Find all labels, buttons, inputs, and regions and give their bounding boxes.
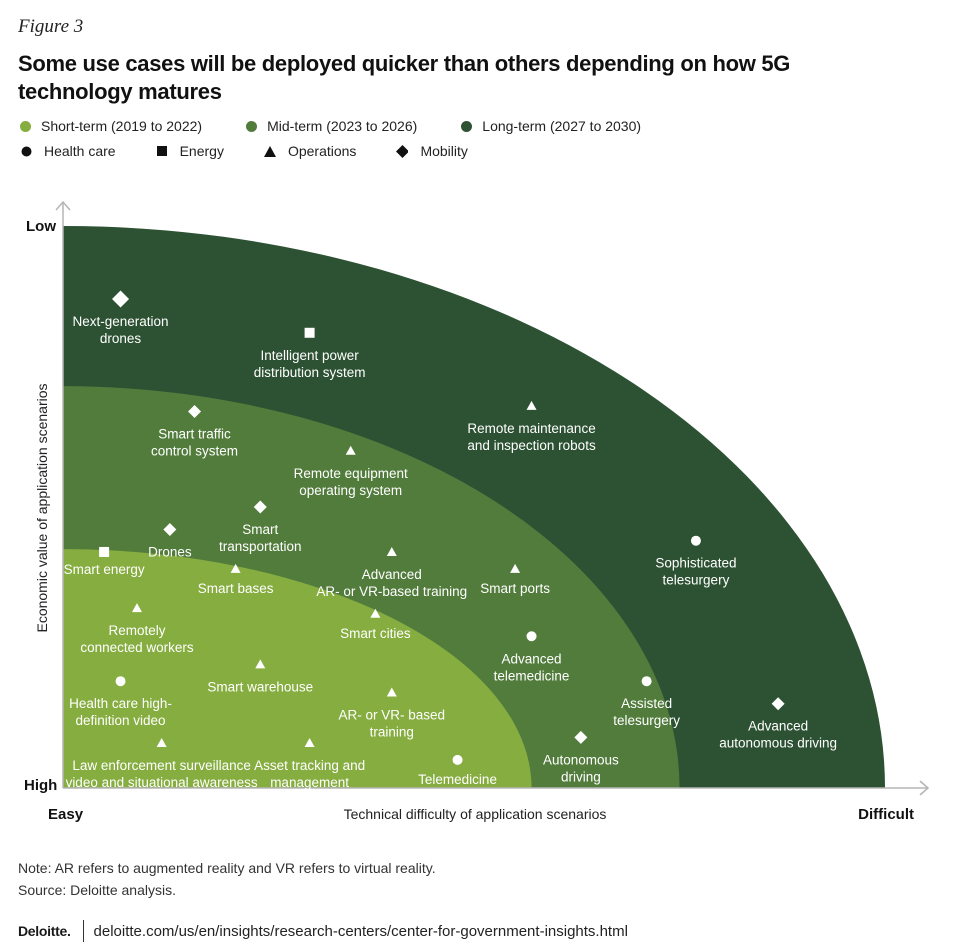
marker-next-generation-drones [112, 290, 130, 308]
point-label-telemedicine: Telemedicine [418, 772, 497, 787]
marker-smart-ports [510, 563, 521, 573]
point-label-remote-maintenance-and-inspection-robots: Remote maintenance and inspection robots [467, 421, 596, 453]
marker-intelligent-power-distribution-system [304, 327, 315, 338]
footer: Deloitte. deloitte.com/us/en/insights/re… [18, 920, 628, 942]
legend-health-care-label: Health care [44, 143, 116, 159]
marker-advanced-telemedicine [526, 631, 537, 642]
marker-asset-tracking-and-management [304, 738, 315, 748]
point-label-smart-bases: Smart bases [198, 581, 274, 596]
square-icon [156, 146, 168, 156]
marker-drones [163, 522, 177, 536]
zone-short-term [63, 549, 532, 788]
triangle-icon [263, 145, 276, 157]
chart-title: Some use cases will be deployed quicker … [18, 51, 791, 104]
marker-smart-bases [230, 563, 241, 573]
short-term-swatch [20, 120, 31, 132]
marker-law-enforcement-surveillance-video-and-situational-awareness [156, 738, 167, 748]
marker-sophisticated-telesurgery [690, 535, 701, 546]
chart-canvas: Low High Easy Difficult Technical difficulty… [24, 200, 930, 823]
y-tick-label-high: High [24, 777, 57, 794]
x-tick-label-difficult: Difficult [858, 806, 914, 823]
legend-health-care: Health care [20, 143, 116, 159]
marker-remotely-connected-workers [131, 603, 142, 613]
note-text: Note: AR refers to augmented reality and… [18, 860, 436, 876]
legend-operations-label: Operations [287, 143, 357, 159]
footer-url[interactable]: deloitte.com/us/en/insights/research-cen… [93, 922, 628, 940]
point-label-law-enforcement-surveillance-video-and-situational-awareness: Law enforcement surveillance video and si… [66, 758, 258, 790]
point-label-ar-or-vr-based-training: AR- or VR- based training [339, 707, 446, 739]
point-label-health-care-high-definition-video: Health care high-definition video [69, 696, 172, 728]
point-label-assisted-telesurgery: Assisted telesurgery [613, 696, 680, 728]
marker-advanced-autonomous-driving [771, 697, 785, 711]
marker-remote-equipment-operating-system [345, 445, 356, 455]
mid-term-swatch [246, 120, 258, 132]
x-tick-label-easy: Easy [48, 806, 84, 823]
marker-smart-transportation [253, 500, 267, 514]
term-legend: Short-term (2019 to 2022) Mid-term (2023… [20, 118, 685, 134]
marker-assisted-telesurgery [641, 676, 652, 687]
legend-energy: Energy [156, 143, 224, 159]
point-label-advanced-ar-or-vr-based-training: Advanced AR- or VR-based training [316, 567, 467, 599]
marker-telemedicine [452, 754, 463, 765]
point-label-intelligent-power-distribution-system: Intelligent power distribution system [254, 348, 366, 380]
point-label-smart-ports: Smart ports [480, 581, 550, 596]
point-label-remotely-connected-workers: Remotely connected workers [80, 623, 194, 655]
point-label-drones: Drones [148, 544, 192, 559]
y-axis-arrow [55, 200, 71, 211]
marker-remote-maintenance-and-inspection-robots [526, 400, 537, 410]
point-label-smart-energy: Smart energy [64, 562, 145, 577]
deloitte-logo: Deloitte. [18, 923, 71, 939]
point-label-advanced-autonomous-driving: Advanced autonomous driving [719, 719, 837, 751]
legend-long-term: Long-term (2027 to 2030) [461, 118, 641, 134]
marker-smart-energy [99, 546, 110, 557]
point-label-autonomous-driving: Autonomous driving [543, 752, 619, 784]
legend-short-term: Short-term (2019 to 2022) [20, 118, 202, 134]
point-label-sophisticated-telesurgery: Sophisticated telesurgery [655, 556, 736, 588]
x-axis-label: Technical difficulty of application scen… [344, 806, 607, 822]
sector-legend: Health care Energy Operations Mobility [20, 143, 512, 159]
legend-mobility: Mobility [396, 143, 468, 159]
marker-smart-cities [370, 608, 381, 618]
point-label-smart-warehouse: Smart warehouse [207, 679, 313, 694]
source-text: Source: Deloitte analysis. [18, 882, 176, 898]
legend-long-term-label: Long-term (2027 to 2030) [482, 118, 642, 134]
legend-mid-term: Mid-term (2023 to 2026) [246, 118, 417, 134]
legend-energy-label: Energy [179, 143, 224, 159]
y-axis-label: Economic value of application scenarios [34, 383, 50, 632]
point-label-smart-cities: Smart cities [340, 626, 411, 641]
point-label-remote-equipment-operating-system: Remote equipment operating system [294, 466, 408, 498]
marker-health-care-high-definition-video [115, 676, 126, 687]
y-tick-label-low: Low [26, 218, 56, 235]
marker-advanced-ar-or-vr-based-training [386, 546, 397, 556]
marker-autonomous-driving [574, 730, 588, 744]
legend-operations: Operations [263, 143, 357, 159]
x-axis-arrow [919, 780, 930, 796]
legend-short-term-label: Short-term (2019 to 2022) [41, 118, 203, 134]
figure-label: Figure 3 [18, 16, 84, 37]
marker-smart-warehouse [255, 659, 266, 669]
footer-divider [82, 920, 84, 942]
point-label-asset-tracking-and-management: Asset tracking and management [254, 758, 365, 790]
legend-mobility-label: Mobility [420, 143, 468, 159]
diamond-icon [396, 144, 409, 158]
marker-ar-or-vr-based-training [386, 687, 397, 697]
marker-smart-traffic-control-system [188, 404, 202, 418]
point-label-advanced-telemedicine: Advanced telemedicine [494, 651, 570, 683]
legend-mid-term-label: Mid-term (2023 to 2026) [267, 118, 418, 134]
point-label-smart-traffic-control-system: Smart traffic control system [151, 426, 238, 458]
circle-icon [20, 146, 32, 157]
long-term-swatch [461, 120, 473, 132]
point-label-smart-transportation: Smart transportation [219, 522, 302, 554]
point-label-next-generation-drones: Next-generation drones [73, 314, 169, 346]
